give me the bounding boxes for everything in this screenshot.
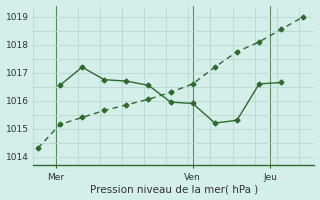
X-axis label: Pression niveau de la mer( hPa ): Pression niveau de la mer( hPa ) <box>90 184 258 194</box>
